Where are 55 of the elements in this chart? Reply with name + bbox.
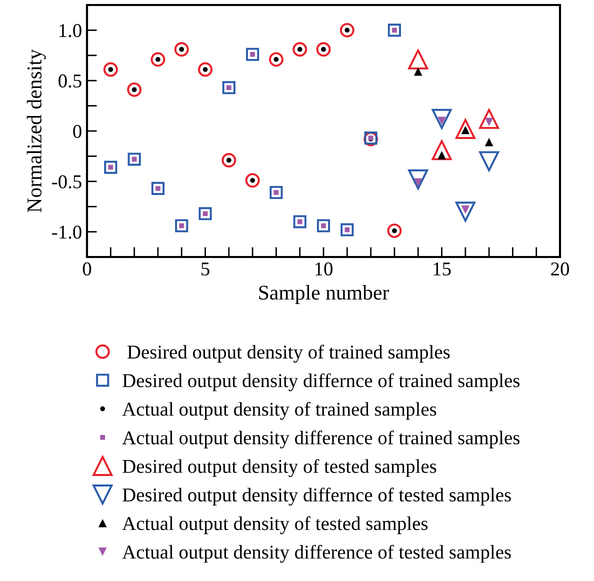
legend-label: Desired output density of trained samples bbox=[127, 344, 450, 363]
x-tick-label: 20 bbox=[551, 262, 569, 276]
point bbox=[438, 151, 446, 160]
point bbox=[246, 48, 260, 61]
point bbox=[316, 219, 330, 232]
point bbox=[198, 207, 212, 220]
point bbox=[222, 81, 236, 94]
point bbox=[222, 153, 236, 168]
point bbox=[151, 182, 164, 195]
point bbox=[127, 82, 142, 97]
x-axis-title: Sample number bbox=[259, 285, 389, 304]
point bbox=[293, 215, 306, 228]
legend-label: Actual output density of trained samples bbox=[122, 402, 436, 420]
y-tick-label: -0.5 bbox=[52, 175, 82, 188]
y-tick-label: 0.5 bbox=[58, 74, 82, 88]
point bbox=[292, 42, 308, 57]
point bbox=[479, 108, 500, 129]
point bbox=[387, 224, 402, 238]
point bbox=[103, 62, 118, 77]
legend-label: Desired output density differnce of trained samples bbox=[122, 373, 520, 392]
point bbox=[175, 219, 188, 232]
point bbox=[414, 67, 422, 76]
point bbox=[316, 42, 331, 57]
x-tick-label: 5 bbox=[202, 262, 210, 276]
point bbox=[150, 52, 166, 67]
legend-label: Actual output density difference of trained samples bbox=[122, 430, 520, 448]
point bbox=[198, 62, 212, 77]
point bbox=[340, 223, 354, 236]
point bbox=[479, 151, 500, 172]
y-tick-label: 0 bbox=[73, 124, 82, 138]
point bbox=[408, 169, 428, 190]
point bbox=[128, 152, 141, 166]
point bbox=[432, 140, 452, 160]
x-tick-label: 0 bbox=[82, 262, 92, 276]
legend-label: Desired output density of tested samples bbox=[122, 459, 436, 477]
point bbox=[408, 49, 428, 70]
point bbox=[104, 160, 118, 174]
point bbox=[268, 52, 284, 67]
point bbox=[340, 22, 354, 38]
y-tick-label: 1.0 bbox=[60, 24, 82, 38]
x-tick-label: 15 bbox=[434, 262, 451, 276]
point bbox=[455, 118, 476, 139]
legend-label: Actual output density of tested samples bbox=[122, 516, 428, 534]
y-axis-title: Normalized density bbox=[26, 49, 46, 212]
legend-label: Desired output density differnce of tested samples bbox=[122, 488, 511, 506]
point bbox=[388, 24, 401, 37]
point bbox=[484, 138, 494, 146]
point bbox=[174, 42, 189, 57]
legend-label: Actual output density difference of tested samples bbox=[122, 544, 511, 563]
x-tick-label: 10 bbox=[315, 262, 332, 276]
point bbox=[270, 186, 283, 200]
point bbox=[245, 173, 260, 188]
y-tick-label: -1.0 bbox=[52, 226, 82, 239]
point bbox=[455, 202, 476, 222]
point bbox=[432, 108, 452, 129]
